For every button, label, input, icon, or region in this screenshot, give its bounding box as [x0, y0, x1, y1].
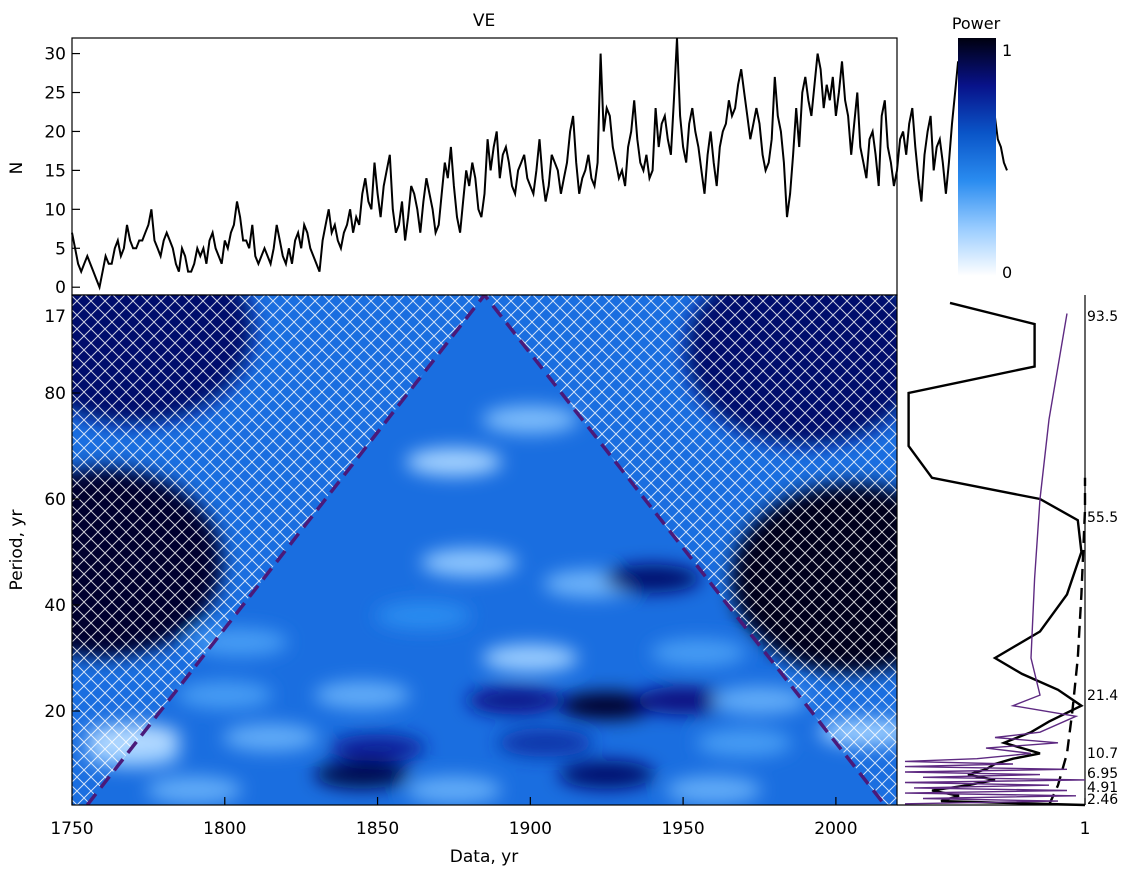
series-y-tick-label: 0: [55, 278, 66, 298]
period-y-tick-label: 40: [44, 596, 66, 616]
power-blob: [665, 776, 762, 804]
series-y-axis-label: N: [7, 162, 27, 175]
colorbar-title: Power: [952, 14, 1001, 33]
power-blob: [421, 548, 518, 577]
power-blob: [467, 686, 564, 715]
power-blob: [405, 776, 502, 804]
power-blob: [558, 760, 655, 789]
power-blob: [635, 686, 732, 715]
colorbar-gradient: [958, 38, 996, 276]
spectrum-series-0: [907, 301, 1086, 807]
power-blob: [375, 601, 472, 630]
year-x-tick-label: 1800: [203, 819, 246, 839]
power-blob: [482, 644, 579, 672]
power-blob: [711, 686, 808, 715]
power-blob: [405, 447, 502, 476]
cone-of-influence-left-hatch: [72, 295, 485, 805]
power-blob: [314, 760, 411, 789]
power-blob: [558, 691, 655, 720]
series-y-tick-label: 10: [44, 200, 66, 220]
power-blob: [176, 681, 273, 710]
power-blob: [650, 638, 747, 667]
series-y-tick-label: 5: [55, 239, 66, 259]
wavelet-y-axis-label: Period, yr: [7, 510, 27, 591]
series-y-tick-label: 25: [44, 84, 66, 104]
colorbar-min-label: 0: [1002, 263, 1012, 282]
peak-period-label: 55.5: [1087, 510, 1118, 526]
chart-title: VE: [473, 11, 495, 31]
period-y-tick-label: 80: [44, 384, 66, 404]
period-y-tick-label: 17: [44, 307, 66, 327]
wavelet-x-axis-label: Data, yr: [450, 847, 518, 867]
time-series-panel: VE 0 5 10 15 20 25 30 N: [7, 11, 1008, 298]
peak-period-label: 10.7: [1087, 746, 1118, 762]
power-blob: [482, 405, 579, 434]
wavelet-power-panel: 20 40 60 80 17 1750 1800 1850 1900 1950 2000 Data…: [7, 294, 898, 867]
power-blob: [314, 681, 411, 710]
peak-period-label: 2.46: [1087, 792, 1118, 808]
period-y-tick-label: 60: [44, 490, 66, 510]
power-blob: [222, 723, 319, 752]
power-blob: [696, 728, 793, 757]
peak-period-label: 93.5: [1087, 309, 1118, 325]
year-x-tick-label: 1900: [509, 819, 552, 839]
series-y-tick-label: 20: [44, 122, 66, 142]
year-x-tick-label: 1950: [661, 819, 704, 839]
peak-period-label: 6.95: [1087, 766, 1118, 782]
colorbar-max-label: 1: [1002, 41, 1012, 60]
series-line: [71, 37, 1008, 291]
cone-of-influence-right-hatch: [484, 295, 897, 805]
series-y-tick-label: 30: [44, 45, 66, 65]
peak-period-label: 21.4: [1087, 688, 1118, 704]
power-blob: [329, 734, 426, 763]
period-y-tick-label: 20: [44, 702, 66, 722]
series-y-tick-label: 15: [44, 161, 66, 181]
spectrum-x-tick-label: 1: [1080, 819, 1091, 839]
power-blob: [497, 728, 594, 757]
year-x-tick-label: 2000: [814, 819, 857, 839]
peak-period-label: 4.91: [1087, 780, 1118, 796]
spectrum-series-2: [904, 313, 1086, 805]
year-x-tick-label: 1750: [50, 819, 93, 839]
spectrum-series-1: [1047, 477, 1087, 806]
power-blob: [604, 564, 701, 593]
cone-of-influence-line: [85, 295, 887, 805]
colorbar: Power 1 0: [952, 14, 1012, 282]
wavelet-frame: [71, 294, 898, 806]
power-blob: [146, 776, 243, 804]
year-x-tick-label: 1850: [356, 819, 399, 839]
global-spectrum-panel: 1 93.5 55.5 21.4 10.7 6.954.912.46: [897, 295, 1118, 839]
